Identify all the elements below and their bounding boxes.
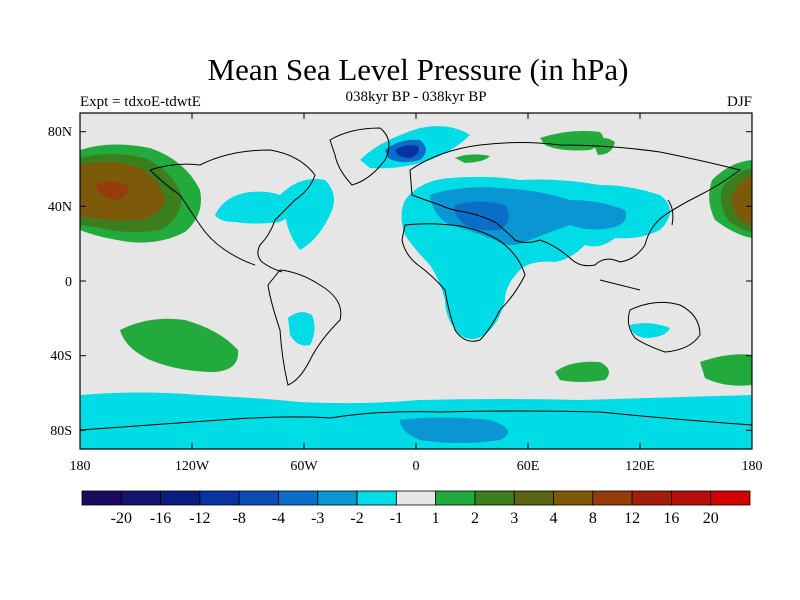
colorbar-label: 1 [432, 510, 440, 527]
colorbar-label: 3 [510, 510, 518, 527]
colorbar-swatch [395, 490, 437, 506]
contour-arctic-neg-3 [395, 145, 419, 158]
y-tick-labels: 80N 40N 0 40S 80S [48, 125, 72, 439]
x-tick-label: 120E [625, 459, 655, 474]
y-tick-label: 0 [65, 275, 72, 290]
contour-spacific-pos [120, 318, 239, 372]
colorbar-label: -12 [189, 510, 210, 527]
map-background [80, 113, 752, 449]
contour-swpacific-pos [700, 354, 752, 386]
y-tick-label: 80N [48, 125, 72, 140]
contour-sindian-pos [555, 361, 609, 382]
x-tick-labels: 180 120W 60W 0 60E 120E 180 [70, 459, 763, 474]
colorbar-label: -3 [311, 510, 324, 527]
colorbar-label: 8 [589, 510, 597, 527]
y-tick-label: 80S [50, 424, 72, 439]
colorbar-label: -4 [272, 510, 285, 527]
colorbar-swatch [81, 490, 122, 506]
colorbar-label: -1 [390, 510, 403, 527]
colorbar-swatch [474, 490, 515, 506]
colorbar-label: 16 [663, 510, 679, 527]
contour-eurasia-neg-3 [454, 201, 509, 231]
colorbar-swatch [317, 490, 358, 506]
colorbar-swatch [238, 490, 279, 506]
colorbar-label: 20 [703, 510, 719, 527]
y-tick-label: 40S [50, 349, 72, 364]
coastlines [80, 127, 752, 431]
colorbar-label: -20 [111, 510, 132, 527]
colorbar-swatch [435, 490, 476, 506]
colorbar-swatch [356, 490, 397, 506]
colorbar-swatch [513, 490, 554, 506]
contour-npacific-pos-west-4 [95, 181, 129, 200]
colorbar-swatch [592, 490, 633, 506]
colorbar-label: -2 [350, 510, 363, 527]
y-tick-label: 40N [48, 200, 72, 215]
contour-southern-neg-2 [400, 417, 508, 443]
x-tick-label: 180 [70, 459, 91, 474]
contour-namerica-neg [215, 191, 292, 224]
colorbar-label: 4 [550, 510, 558, 527]
season-label: DJF [726, 94, 752, 110]
contour-australia-neg [630, 323, 670, 338]
pressure-field [80, 113, 752, 449]
colorbar-swatch [631, 490, 672, 506]
colorbar: -20 -16 -12 -8 -4 -3 -2 -1 1 2 3 4 8 12 16 20 [81, 490, 751, 527]
contour-samerica-neg [288, 312, 315, 346]
colorbar-swatch [199, 490, 240, 506]
colorbar-swatch [120, 490, 161, 506]
colorbar-label: -8 [233, 510, 246, 527]
colorbar-swatch [278, 490, 319, 506]
y-tick-marks [80, 131, 752, 431]
colorbar-label: 2 [471, 510, 479, 527]
x-tick-marks [79, 113, 753, 449]
x-tick-label: 0 [413, 459, 420, 474]
chart-subtitle: 038kyr BP - 038kyr BP [345, 89, 487, 105]
chart-title: Mean Sea Level Pressure (in hPa) [207, 52, 629, 87]
x-tick-label: 180 [742, 459, 763, 474]
colorbar-label: 12 [624, 510, 640, 527]
experiment-label: Expt = tdxoE-tdwtE [80, 94, 201, 110]
x-tick-label: 60E [517, 459, 540, 474]
colorbar-swatch [553, 490, 594, 506]
x-tick-label: 120W [175, 459, 210, 474]
colorbar-swatch [160, 490, 201, 506]
contour-natlantic-neg [280, 179, 334, 250]
x-tick-label: 60W [290, 459, 318, 474]
contour-scand-pos [455, 154, 490, 163]
colorbar-swatch [710, 490, 751, 506]
colorbar-label: -16 [150, 510, 171, 527]
colorbar-swatch [671, 490, 712, 506]
contour-npacific-pos-east-3 [731, 175, 752, 225]
